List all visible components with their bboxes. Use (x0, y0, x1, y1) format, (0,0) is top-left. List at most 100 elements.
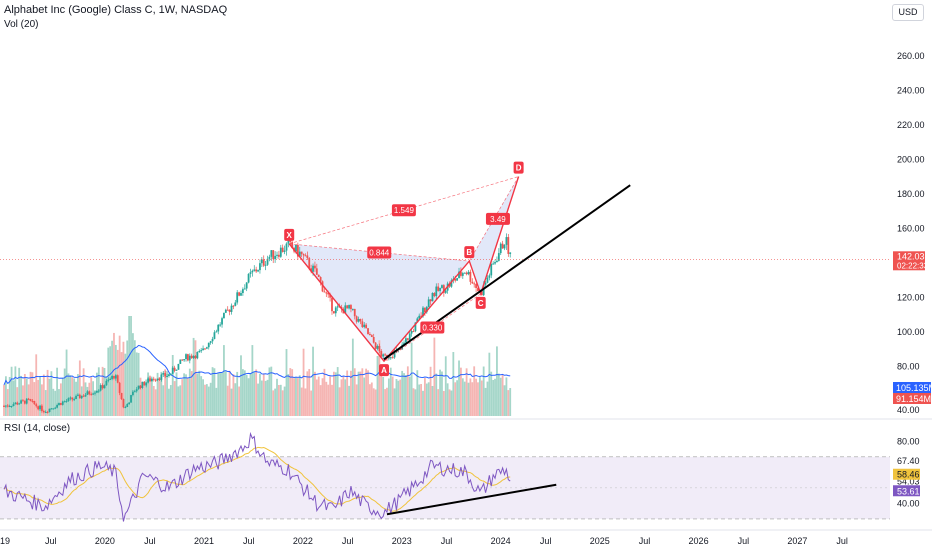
candle-body (226, 309, 229, 311)
volume-bar (418, 384, 421, 416)
volume-bar (192, 337, 195, 416)
rsi-tick-label: 40.00 (897, 498, 920, 508)
rsi-value-tag (893, 468, 920, 480)
volume-bar (194, 340, 197, 416)
volume-bar (92, 381, 95, 416)
pattern-point-label: A (381, 366, 387, 375)
candle-body (467, 271, 470, 275)
candle-body (187, 354, 189, 361)
candle-body (431, 292, 434, 302)
candle-body (429, 299, 432, 302)
volume-bar (42, 374, 45, 416)
ratio-label: 0.844 (367, 246, 392, 259)
candle-body (223, 312, 225, 319)
rsi-trendline (386, 483, 557, 516)
candle-body (348, 305, 350, 309)
volume-bar (145, 379, 148, 416)
candle-body (499, 243, 502, 254)
candle-body (439, 287, 441, 291)
price-tick-label: 180.00 (897, 189, 925, 199)
volume-bar (348, 385, 350, 416)
candle-body (150, 378, 153, 382)
volume-bar (465, 368, 468, 416)
volume-bar (179, 385, 182, 416)
candle-body (456, 278, 459, 281)
axes: 80.00100.00120.00140.00160.00180.00200.0… (0, 51, 932, 546)
candle-body (300, 251, 303, 254)
rsi-ma-value: 53.61 (897, 486, 920, 496)
volume-bar (198, 370, 201, 416)
rsi-tick-label: 54.03 (897, 477, 920, 487)
ratio-label-text: 3.49 (490, 215, 506, 224)
candle-body (175, 369, 178, 371)
volume-bar (202, 379, 204, 416)
volume-bar (274, 388, 277, 416)
volume-bar (405, 375, 407, 416)
candle-body (22, 400, 24, 402)
volume-bar (82, 368, 85, 416)
candle-body (509, 252, 512, 254)
volume-bar (262, 373, 265, 416)
volume-bar (289, 368, 292, 416)
volume-bar (287, 374, 290, 416)
volume-bar (395, 379, 398, 416)
volume-bar (18, 367, 21, 416)
candle-body (243, 288, 246, 290)
volume-bar (196, 373, 199, 416)
currency-button[interactable]: USD (892, 4, 924, 21)
volume-bar (255, 369, 258, 416)
volume-bar (327, 384, 330, 416)
volume-bar (59, 383, 62, 416)
candle-body (90, 394, 93, 396)
time-tick-label: Jul (639, 536, 651, 546)
candle-body (304, 255, 307, 257)
rsi-ma-line (3, 446, 511, 512)
time-tick-label: 2020 (95, 536, 115, 546)
candle-body (56, 404, 58, 408)
candle-body (207, 342, 210, 348)
volume-bar (446, 383, 449, 416)
volume-bar (207, 386, 210, 416)
volume-bar (397, 380, 400, 416)
volume-bar (78, 360, 81, 416)
volume-bar (23, 373, 26, 416)
candle-body (14, 402, 17, 405)
volume-bar (4, 376, 7, 416)
candle-body (331, 297, 333, 312)
volume-bar (408, 376, 411, 416)
candle-body (67, 398, 70, 401)
volume-bar (128, 316, 131, 416)
volume-bar (37, 379, 40, 416)
candle-body (23, 400, 26, 404)
volume-bars (3, 316, 512, 416)
candle-body (59, 403, 62, 405)
candle-body (73, 399, 76, 401)
last-price-countdown: 02:22:33 (897, 261, 929, 270)
volume-bar (351, 338, 354, 416)
candle-body (336, 306, 339, 308)
candle-body (177, 363, 180, 370)
volume-bar (25, 378, 28, 416)
pattern-point-bg (513, 161, 524, 174)
candle-body (39, 405, 41, 410)
volume-bar (65, 349, 68, 416)
volume-bar (361, 368, 364, 416)
volume-bar (350, 370, 352, 416)
volume-bar (109, 346, 112, 416)
candle-body (259, 263, 261, 271)
candle-body (154, 379, 157, 381)
volume-bar (88, 382, 91, 416)
candle-body (441, 285, 443, 288)
time-tick-label: Jul (144, 536, 156, 546)
candle-body (278, 254, 280, 257)
candle-body (78, 394, 81, 399)
candle-body (492, 263, 495, 265)
pattern-point-bg (464, 246, 475, 259)
candle-body (291, 242, 294, 249)
pattern-ratio-line (469, 176, 519, 262)
candle-body (406, 338, 409, 340)
candle-body (389, 357, 392, 359)
time-tick-label: 2021 (194, 536, 214, 546)
volume-bar (150, 378, 153, 416)
